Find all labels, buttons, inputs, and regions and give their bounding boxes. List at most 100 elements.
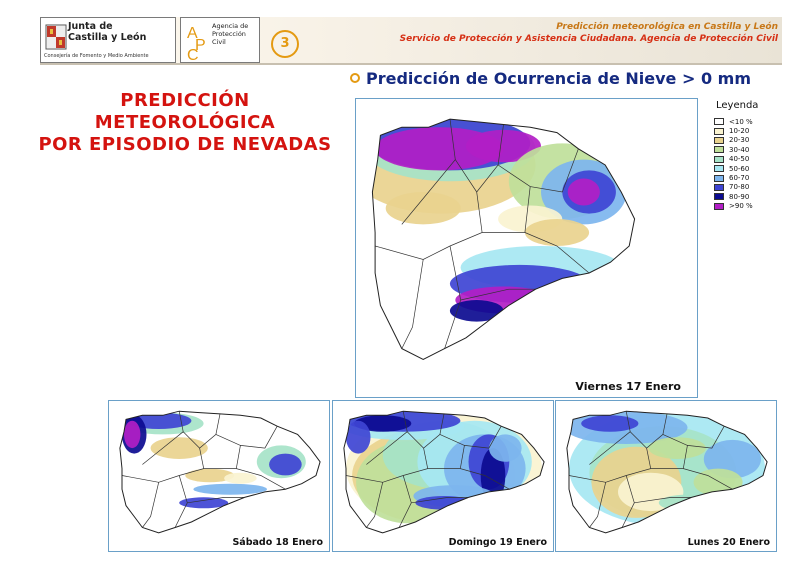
coat-of-arms-icon — [45, 24, 67, 50]
legend-item: 70-80 — [714, 183, 774, 192]
svg-text:P: P — [195, 37, 206, 54]
province-border — [682, 445, 733, 490]
snow-probability-zone — [648, 437, 706, 459]
title-bullet-icon — [350, 73, 360, 83]
snow-probability-zone — [618, 472, 684, 512]
legend-swatch — [714, 165, 724, 173]
snow-probability-zone — [693, 468, 743, 496]
side-title-line2: METEOROLÓGICA — [94, 112, 276, 133]
snow-probability-zone — [224, 472, 257, 484]
forecast-map-monday: Lunes 20 Enero — [555, 400, 777, 552]
map-caption-friday: Viernes 17 Enero — [575, 380, 681, 393]
legend-label: 30-40 — [729, 145, 750, 154]
snow-probability-map-sunday — [343, 410, 545, 534]
legend-label: 20-30 — [729, 136, 750, 145]
snow-probability-zone — [567, 178, 600, 206]
header-subtitle: Servicio de Protección y Asistencia Ciud… — [399, 34, 778, 44]
snow-probability-layer — [343, 411, 542, 527]
legend-item: 10-20 — [714, 126, 774, 135]
snow-probability-zone — [185, 468, 235, 483]
side-title: PREDICCIÓN METEOROLÓGICA POR EPISODIO DE… — [20, 90, 350, 156]
legend-label: 40-50 — [729, 155, 750, 164]
snow-probability-zone — [269, 453, 302, 476]
org-department: Consejería de Fomento y Medio Ambiente — [44, 53, 149, 59]
svg-text:C: C — [187, 47, 199, 62]
province-border — [366, 482, 384, 528]
legend-swatch — [714, 202, 724, 210]
province-border — [589, 482, 607, 528]
legend-item: 80-90 — [714, 192, 774, 201]
legend-item: 30-40 — [714, 145, 774, 154]
legend-label: 70-80 — [729, 183, 750, 192]
province-border — [398, 475, 412, 528]
svg-text:A: A — [187, 25, 198, 42]
province-border — [401, 119, 456, 225]
snow-probability-zone — [581, 415, 639, 432]
snow-probability-zone — [354, 415, 412, 432]
snow-probability-zone — [124, 420, 141, 449]
apc-logo: A P C — [180, 17, 260, 63]
legend-label: 80-90 — [729, 192, 750, 201]
province-border — [634, 497, 692, 504]
province-border — [182, 413, 221, 449]
province-border — [629, 413, 668, 449]
legend-item: 20-30 — [714, 136, 774, 145]
snow-probability-zone — [385, 192, 461, 225]
province-border — [406, 413, 445, 449]
snow-probability-zone — [480, 448, 506, 503]
legend-item: 50-60 — [714, 164, 774, 173]
snow-probability-zone — [150, 437, 208, 459]
province-border — [215, 426, 278, 449]
province-border — [411, 497, 469, 504]
snow-probability-zone — [345, 420, 371, 454]
province-border — [621, 475, 635, 528]
snow-probability-zone — [179, 497, 229, 509]
legend-swatch — [714, 183, 724, 191]
region-border — [343, 410, 545, 534]
header-title: Predicción meteorológica en Castilla y L… — [556, 22, 778, 32]
legend-item: 40-50 — [714, 155, 774, 164]
province-border — [142, 411, 184, 465]
province-border — [366, 411, 408, 465]
snow-probability-zone — [449, 300, 504, 322]
legend: Leyenda <10 % 10-20 20-30 30-40 40-50 50-60 60… — [714, 100, 774, 211]
snow-probability-zone — [489, 434, 522, 462]
forecast-map-saturday: Sábado 18 Enero — [108, 400, 330, 552]
province-border — [235, 445, 286, 490]
side-title-line3: POR EPISODIO DE NEVADAS — [38, 134, 332, 155]
legend-swatch — [714, 127, 724, 135]
legend-swatch — [714, 174, 724, 182]
legend-item: >90 % — [714, 202, 774, 211]
org-name-line1: Junta de — [68, 21, 113, 32]
legend-title: Leyenda — [716, 100, 759, 111]
snow-probability-layer — [121, 412, 306, 509]
map-caption-sunday: Domingo 19 Enero — [448, 537, 547, 548]
legend-label: 50-60 — [729, 164, 750, 173]
snow-probability-layer — [372, 119, 627, 322]
map-caption-saturday: Sábado 18 Enero — [232, 537, 323, 548]
province-border — [439, 426, 502, 449]
snow-probability-map-saturday — [119, 410, 321, 534]
province-border — [497, 148, 579, 193]
legend-swatch — [714, 155, 724, 163]
snow-probability-zone — [466, 129, 541, 163]
province-border — [142, 482, 160, 528]
map-title: Predicción de Ocurrencia de Nieve > 0 mm — [366, 69, 751, 88]
province-border — [455, 124, 504, 193]
apc-logo-icon: A P C — [187, 25, 206, 62]
forecast-map-sunday: Domingo 19 Enero — [332, 400, 554, 552]
legend-label: >90 % — [729, 202, 753, 211]
legend-label: 60-70 — [729, 174, 750, 183]
region-border — [371, 118, 636, 360]
legend-swatch — [714, 193, 724, 201]
snow-probability-zone — [524, 219, 590, 246]
snow-probability-zone — [193, 483, 267, 495]
province-border — [460, 288, 536, 301]
province-border — [459, 445, 510, 490]
forecast-map-friday: Viernes 17 Enero — [355, 98, 698, 398]
legend-label: <10 % — [729, 117, 753, 126]
legend-label: 10-20 — [729, 127, 750, 136]
map-caption-monday: Lunes 20 Enero — [687, 537, 770, 548]
snow-probability-map-monday — [566, 410, 768, 534]
province-border — [187, 497, 245, 504]
